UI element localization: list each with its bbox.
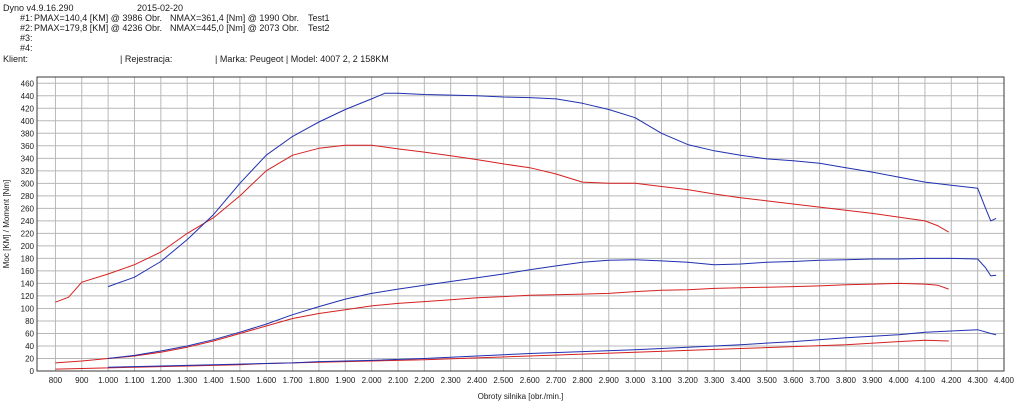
x-tick-label: 2.500 bbox=[493, 376, 514, 385]
y-tick-label: 120 bbox=[21, 292, 35, 301]
x-tick-label: 1.500 bbox=[230, 376, 251, 385]
y-tick-label: 460 bbox=[21, 79, 35, 88]
series-layer bbox=[55, 92, 997, 370]
x-tick-label: 3.600 bbox=[783, 376, 804, 385]
run-1-name: Test1 bbox=[308, 13, 330, 23]
x-tick-label: 900 bbox=[75, 376, 89, 385]
y-tick-label: 180 bbox=[21, 254, 35, 263]
y-tick-label: 220 bbox=[21, 229, 35, 238]
x-tick-label: 3.200 bbox=[678, 376, 699, 385]
x-tick-label: 2.100 bbox=[388, 376, 409, 385]
test-date: 2015-02-20 bbox=[137, 3, 184, 13]
x-tick-label: 3.000 bbox=[625, 376, 646, 385]
series-line-test1 bbox=[55, 144, 949, 303]
y-tick-label: 240 bbox=[21, 217, 35, 226]
run-3-id: #3: bbox=[20, 33, 33, 43]
y-tick-label: 320 bbox=[21, 167, 35, 176]
x-tick-label: 3.400 bbox=[730, 376, 751, 385]
x-tick-label: 3.900 bbox=[862, 376, 883, 385]
x-tick-label: 1.700 bbox=[283, 376, 304, 385]
run-1-pmax: PMAX=140,4 [KM] @ 3986 Obr. bbox=[34, 13, 162, 23]
x-tick-label: 1.300 bbox=[177, 376, 198, 385]
x-tick-label: 2.900 bbox=[599, 376, 620, 385]
series-line-test2 bbox=[107, 92, 997, 288]
x-tick-label: 2.200 bbox=[414, 376, 435, 385]
x-tick-label: 1.000 bbox=[98, 376, 119, 385]
x-tick-label: 4.000 bbox=[889, 376, 910, 385]
y-tick-labels: 0 20 40 60 80 100 120 140 160 180 200 220 240 260 280 3… bbox=[21, 79, 35, 376]
y-tick-label: 80 bbox=[25, 317, 34, 326]
x-tick-label: 2.400 bbox=[467, 376, 488, 385]
x-tick-label: 2.600 bbox=[520, 376, 541, 385]
y-tick-label: 160 bbox=[21, 267, 35, 276]
x-tick-label: 2.300 bbox=[441, 376, 462, 385]
x-tick-label: 3.100 bbox=[651, 376, 672, 385]
x-tick-label: 1.100 bbox=[124, 376, 145, 385]
x-tick-label: 2.800 bbox=[572, 376, 593, 385]
y-tick-label: 100 bbox=[21, 304, 35, 313]
x-tick-label: 1.600 bbox=[256, 376, 277, 385]
x-tick-label: 1.900 bbox=[335, 376, 356, 385]
x-tick-label: 3.500 bbox=[757, 376, 778, 385]
y-tick-label: 380 bbox=[21, 129, 35, 138]
x-tick-label: 2.000 bbox=[362, 376, 383, 385]
y-tick-label: 60 bbox=[25, 329, 34, 338]
y-tick-label: 440 bbox=[21, 92, 35, 101]
series-line-test1 bbox=[55, 339, 949, 370]
x-axis-label: Obroty silnika [obr./min.] bbox=[478, 392, 564, 401]
series-line-test2 bbox=[108, 257, 997, 359]
y-tick-label: 400 bbox=[21, 117, 35, 126]
run-2-name: Test2 bbox=[308, 23, 330, 33]
y-tick-label: 360 bbox=[21, 142, 35, 151]
run-2-nmax: NMAX=445,0 [Nm] @ 2073 Obr. bbox=[170, 23, 299, 33]
run-2-pmax: PMAX=179,8 [KM] @ 4236 Obr. bbox=[34, 23, 162, 33]
x-tick-label: 4.200 bbox=[941, 376, 962, 385]
x-tick-label: 1.800 bbox=[309, 376, 330, 385]
y-tick-label: 140 bbox=[21, 279, 35, 288]
vehicle-make-model: | Marka: Peugeot | Model: 4007 2, 2 158K… bbox=[215, 54, 389, 64]
run-1-id: #1: bbox=[20, 13, 33, 23]
x-tick-labels: 800 900 1.000 1.100 1.200 1.300 1.400 1.500 1.60… bbox=[49, 376, 1015, 385]
x-tick-label: 4.300 bbox=[968, 376, 989, 385]
y-tick-label: 300 bbox=[21, 179, 35, 188]
y-tick-label: 420 bbox=[21, 104, 35, 113]
y-tick-label: 260 bbox=[21, 204, 35, 213]
y-tick-label: 340 bbox=[21, 154, 35, 163]
x-tick-label: 3.300 bbox=[704, 376, 725, 385]
run-4-id: #4: bbox=[20, 43, 33, 53]
x-tick-label: 800 bbox=[49, 376, 63, 385]
y-tick-label: 40 bbox=[25, 342, 34, 351]
client-label: Klient: bbox=[3, 54, 29, 64]
run-2-id: #2: bbox=[20, 23, 33, 33]
x-tick-label: 4.100 bbox=[915, 376, 936, 385]
series-line-test2 bbox=[108, 329, 997, 368]
y-tick-label: 200 bbox=[21, 242, 35, 251]
grid bbox=[37, 77, 1005, 372]
x-tick-label: 3.700 bbox=[810, 376, 831, 385]
y-tick-label: 280 bbox=[21, 192, 35, 201]
y-tick-label: 20 bbox=[25, 354, 34, 363]
x-tick-label: 1.200 bbox=[151, 376, 172, 385]
plot-frame bbox=[36, 76, 1005, 372]
app-version: Dyno v4.9.16.290 bbox=[3, 3, 74, 13]
registration-label: | Rejestracja: bbox=[120, 54, 173, 64]
y-tick-label: 0 bbox=[30, 367, 35, 376]
x-tick-label: 4.400 bbox=[994, 376, 1015, 385]
x-tick-label: 2.700 bbox=[546, 376, 567, 385]
y-axis-label: Moc [KM] / Moment [Nm] bbox=[2, 180, 11, 268]
series-line-test1 bbox=[55, 282, 949, 364]
x-tick-label: 3.800 bbox=[836, 376, 857, 385]
run-1-nmax: NMAX=361,4 [Nm] @ 1990 Obr. bbox=[170, 13, 299, 23]
x-tick-label: 1.400 bbox=[204, 376, 225, 385]
